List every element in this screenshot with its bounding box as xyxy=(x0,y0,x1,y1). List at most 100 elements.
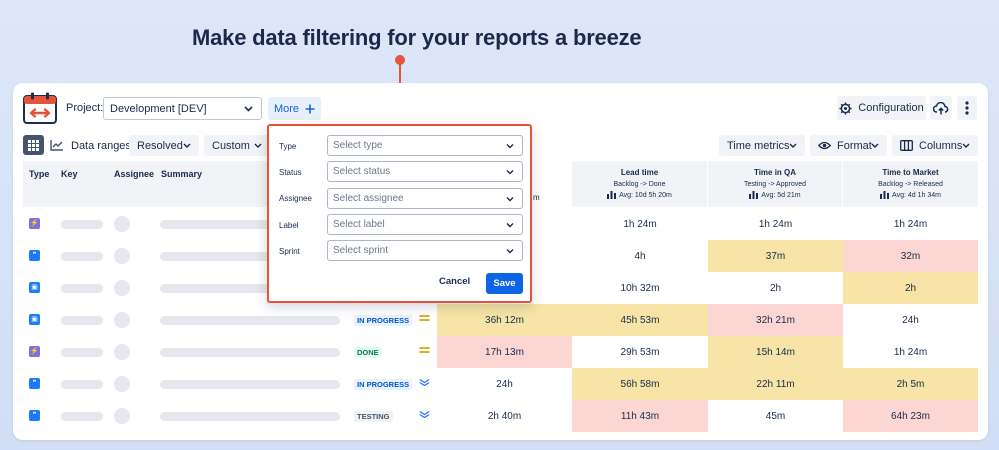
issue-key-placeholder xyxy=(61,284,103,293)
grid-icon xyxy=(28,139,39,151)
status-select[interactable]: Select status xyxy=(327,161,523,182)
configuration-label: Configuration xyxy=(858,102,924,114)
chevron-down-icon xyxy=(506,196,514,201)
metric-cell: 24h xyxy=(437,368,572,400)
metric-avg: Avg: 10d 5h 20m xyxy=(619,191,672,199)
table-row[interactable]: ▣ IN PROGRESS 36h 12m 45h 53m 32h 21m 24h xyxy=(23,304,976,336)
format-dropdown[interactable]: Format xyxy=(810,135,887,156)
metric-cell: 2h xyxy=(843,272,978,304)
metric-value: 22h 11m xyxy=(756,378,795,390)
priority-medium-icon xyxy=(419,315,430,321)
custom-label: Custom xyxy=(212,139,250,152)
avatar xyxy=(114,312,130,328)
filter-label-label: Label xyxy=(279,221,299,230)
more-filters-button[interactable]: More xyxy=(268,97,321,120)
column-header-assignee: Assignee xyxy=(114,169,155,179)
time-metrics-dropdown[interactable]: Time metrics xyxy=(719,135,805,156)
metric-value: 1h 24m xyxy=(758,218,793,230)
metric-value: 15h 14m xyxy=(756,346,795,358)
filter-label-sprint: Sprint xyxy=(279,247,300,256)
metric-value: 2h xyxy=(769,282,782,294)
table-row[interactable]: ▣ 10h 32m 2h 2h xyxy=(23,272,978,304)
metric-cell: 15h 14m xyxy=(708,336,843,368)
metric-value: 2h xyxy=(904,282,917,294)
chevron-down-icon xyxy=(506,222,514,227)
metric-cell: 29h 53m xyxy=(572,336,708,368)
avatar xyxy=(114,376,130,392)
summary-placeholder xyxy=(160,220,340,229)
metric-cell: 2h xyxy=(708,272,843,304)
subtask-type-icon: ⚡ xyxy=(29,346,40,357)
metric-value: 24h xyxy=(902,314,919,326)
metric-value: 36h 12m xyxy=(485,314,524,326)
filter-popup: Type Select type Status Select status As… xyxy=(267,124,532,303)
metric-header-lead-time: Lead time Backlog -> Done Avg: 10d 5h 20… xyxy=(572,161,707,207)
metric-cell: 36h 12m xyxy=(437,304,572,336)
metric-header-time-to-market: Time to Market Backlog -> Released Avg: … xyxy=(843,161,978,207)
task-type-icon: ▣ xyxy=(29,282,40,293)
story-type-icon: ❞ xyxy=(29,378,40,389)
metric-value: 1h 24m xyxy=(893,218,928,230)
grid-view-button[interactable] xyxy=(23,135,44,155)
chevron-down-icon xyxy=(183,143,191,148)
chevron-down-icon xyxy=(871,143,879,148)
avatar xyxy=(114,408,130,424)
metric-avg-partial: m xyxy=(533,193,540,202)
metric-avg-line: Avg: 5d 21m xyxy=(708,191,842,199)
table-row[interactable]: ❞ IN PROGRESS 24h 56h 58m 22h 11m 2h 5m xyxy=(23,368,978,400)
metric-value: 64h 23m xyxy=(891,410,930,422)
sprint-select[interactable]: Select sprint xyxy=(327,240,523,261)
columns-dropdown[interactable]: Columns xyxy=(892,135,978,156)
resolved-label: Resolved xyxy=(137,139,183,152)
assignee-select[interactable]: Select assignee xyxy=(327,188,523,209)
summary-placeholder xyxy=(160,412,340,421)
cloud-upload-icon xyxy=(933,101,949,114)
type-select[interactable]: Select type xyxy=(327,135,523,156)
configuration-button[interactable]: Configuration xyxy=(837,96,926,120)
label-select[interactable]: Select label xyxy=(327,214,523,235)
status-badge: IN PROGRESS xyxy=(354,315,413,326)
table-row[interactable]: ⚡ 1h 24m 1h 24m 1h 24m xyxy=(23,208,976,240)
metric-value: 29h 53m xyxy=(620,346,660,358)
export-button[interactable] xyxy=(930,96,952,120)
bar-chart-icon xyxy=(880,191,890,199)
chevron-down-icon xyxy=(506,143,514,148)
metric-avg: Avg: 5d 21m xyxy=(761,191,801,199)
label-select-placeholder: Select label xyxy=(333,219,385,230)
metric-value: 45m xyxy=(765,410,786,422)
metric-header-time-in-qa: Time in QA Testing -> Approved Avg: 5d 2… xyxy=(708,161,842,207)
metric-cell: 1h 24m xyxy=(843,336,978,368)
project-label: Project: xyxy=(66,102,104,114)
metric-value: 11h 43m xyxy=(620,410,660,422)
resolved-dropdown[interactable]: Resolved xyxy=(129,135,199,156)
metric-cell: 32h 21m xyxy=(708,304,843,336)
metric-value: 45h 53m xyxy=(620,314,660,326)
metric-value: 4h xyxy=(634,250,646,262)
issue-key-placeholder xyxy=(61,412,103,421)
metric-title: Time in QA xyxy=(753,168,797,177)
chevron-down-icon xyxy=(506,169,514,174)
filter-label-status: Status xyxy=(279,168,302,177)
issue-key-placeholder xyxy=(61,220,103,229)
metric-subtitle: Testing -> Approved xyxy=(743,181,807,188)
summary-placeholder xyxy=(160,316,340,325)
table-row[interactable]: ❞ TESTING 2h 40m 11h 43m 45m 64h 23m xyxy=(23,400,978,432)
metric-cell: 1h 24m xyxy=(572,208,708,240)
metric-value: 56h 58m xyxy=(620,378,660,390)
gear-icon xyxy=(839,101,852,115)
cancel-button[interactable]: Cancel xyxy=(439,276,471,287)
metric-cell: 45m xyxy=(708,400,843,432)
table-row[interactable]: ⚡ DONE 17h 13m 29h 53m 15h 14m 1h 24m xyxy=(23,336,976,368)
sprint-select-placeholder: Select sprint xyxy=(333,245,389,256)
vertical-ellipsis-icon xyxy=(965,101,969,115)
metric-value: 32h 21m xyxy=(756,314,795,326)
avatar xyxy=(114,280,130,296)
save-button[interactable]: Save xyxy=(486,273,523,294)
chart-view-button[interactable] xyxy=(46,135,67,155)
metric-cell: 17h 13m xyxy=(437,336,572,368)
table-row[interactable]: ❞ 4h 37m 32m xyxy=(23,240,978,272)
project-select[interactable]: Development [DEV] xyxy=(103,97,262,120)
custom-dropdown[interactable]: Custom xyxy=(204,135,270,156)
metric-cell: 24h xyxy=(843,304,978,336)
more-options-button[interactable] xyxy=(957,96,977,120)
